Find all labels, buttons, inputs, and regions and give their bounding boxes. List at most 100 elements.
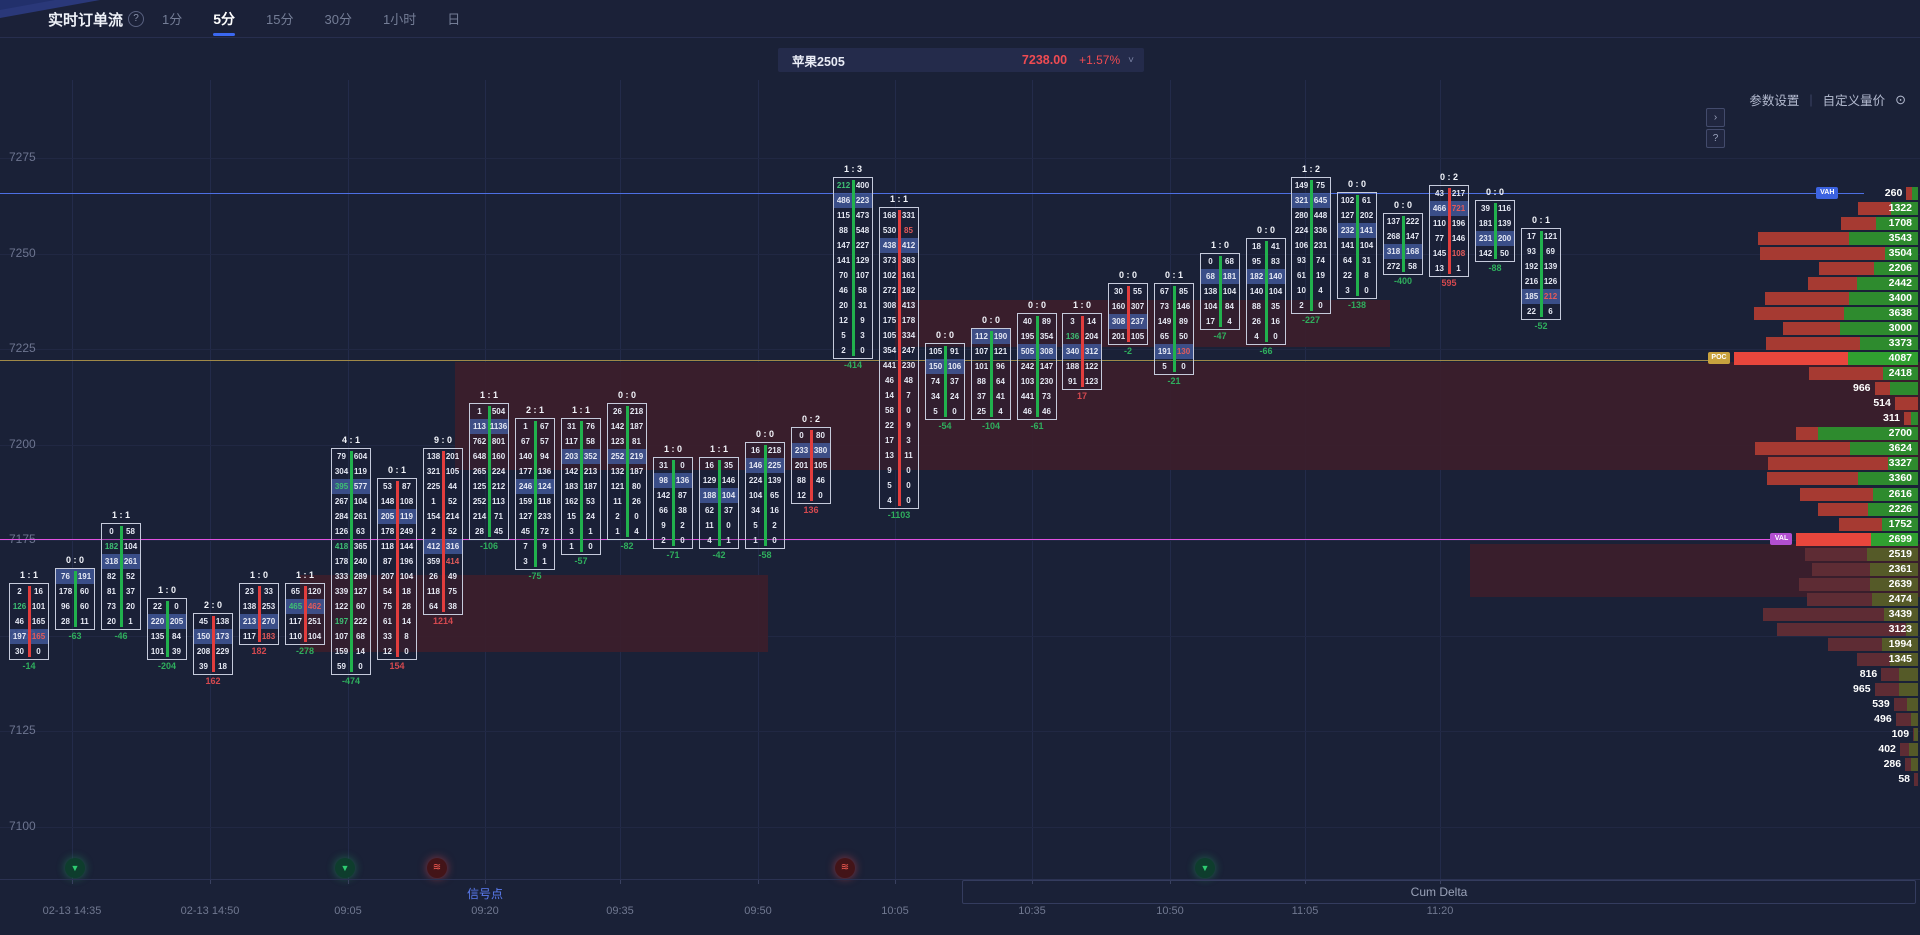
tab-timeframe-3[interactable]: 30分	[324, 12, 352, 27]
time-tick	[1305, 879, 1306, 884]
gridline-horizontal	[0, 826, 1920, 828]
buy-signal-icon[interactable]: ▼	[335, 858, 355, 878]
bid-volume-cell: 141	[1340, 241, 1355, 250]
ask-volume-cell: 74	[1316, 256, 1325, 265]
ask-volume-cell: 31	[1362, 256, 1371, 265]
bid-volume-cell: 46	[15, 617, 24, 626]
ask-volume-cell: 113	[492, 497, 505, 506]
sell-signal-icon[interactable]: ≋	[427, 858, 447, 878]
footprint-candle[interactable]: 2 : 0 45 138 150 173 208 229 39 18 162	[193, 600, 233, 690]
symbol-bar[interactable]: 苹果2505 7238.00 +1.57% ˅	[778, 48, 1144, 72]
ask-volume-cell: 4	[1318, 286, 1323, 295]
footprint-candle[interactable]: 1 : 0 23 33 138 253 213 270 117 183 182	[239, 570, 279, 660]
footprint-candle[interactable]: 1 : 3 212 400 486 223 115 473 88 548 147 227 141 129…	[833, 164, 873, 374]
footprint-row: 40 89	[1018, 314, 1056, 329]
footprint-candle[interactable]: 0 : 0 102 61 127 202 232 141 141 104 64 31 22 8 3 0 -13…	[1337, 179, 1377, 314]
footprint-candle[interactable]: 1 : 1 16 35 129 146 188 104 62 37 11 0 4 1 -42	[699, 444, 739, 564]
footprint-row: 207 104	[378, 569, 416, 584]
settings-button[interactable]: 参数设置	[1749, 94, 1800, 108]
footprint-candle[interactable]: 1 : 1 168 331 530 85 438 412 373 383 102 161 272 182…	[879, 194, 919, 524]
ask-volume-cell: 0	[404, 647, 409, 656]
cum-delta-panel[interactable]: Cum Delta	[962, 880, 1916, 904]
volume-profile-sell-segment	[1899, 743, 1909, 757]
footprint-candle[interactable]: 0 : 0 30 55 160 307 308 237 201 105 -2	[1108, 270, 1148, 360]
footprint-candle[interactable]: 0 : 0 105 91 150 106 74 37 34 24 5 0 -54	[925, 330, 965, 435]
ask-volume-cell: 222	[1405, 217, 1420, 226]
footprint-candle[interactable]: 0 : 0 76 191 178 60 96 60 28 11 -63	[55, 555, 95, 645]
title-help-icon[interactable]: ?	[128, 11, 144, 27]
bid-volume-cell: 58	[885, 406, 894, 415]
volume-profile-buy-segment	[1912, 186, 1918, 200]
buy-signal-icon[interactable]: ▼	[65, 858, 85, 878]
chevron-down-icon[interactable]: ˅	[1128, 54, 1134, 66]
footprint-candle[interactable]: 1 : 0 0 68 68 181 138 104 104 84 17 4 -47	[1200, 240, 1240, 345]
bid-volume-cell: 13	[1435, 264, 1444, 273]
footprint-candle[interactable]: 1 : 1 65 120 465 462 117 251 110 104 -278	[285, 570, 325, 660]
footprint-candle[interactable]: 0 : 1 17 121 93 69 192 139 216 126 185 212 22 6 -52	[1521, 215, 1561, 335]
bid-volume-cell: 67	[521, 437, 530, 446]
footprint-candle[interactable]: 0 : 0 137 222 268 147 318 168 272 58 -400	[1383, 200, 1423, 290]
volume-profile-bar	[1905, 758, 1918, 772]
ask-volume-cell: 19	[1316, 271, 1325, 280]
footprint-candle[interactable]: 0 : 2 0 80 233 380 201 105 88 46 12 0 136	[791, 414, 831, 519]
sell-signal-icon[interactable]: ≋	[835, 858, 855, 878]
ask-volume-cell: 37	[724, 506, 733, 515]
expand-panel-button[interactable]: ›	[1706, 108, 1725, 127]
bid-volume-cell: 354	[882, 346, 897, 355]
ask-volume-cell: 144	[399, 542, 414, 551]
bid-volume-cell: 105	[928, 347, 943, 356]
footprint-candle[interactable]: 0 : 0 40 89 195 354 505 308 242 147 103 230 441 73 46…	[1017, 300, 1057, 435]
footprint-candle[interactable]: 1 : 0 31 0 98 136 142 87 66 38 9 2 2 0 -71	[653, 444, 693, 564]
tab-timeframe-0[interactable]: 1分	[162, 12, 183, 27]
footprint-candle[interactable]: 1 : 1 0 58 182 104 318 261 82 52 81 37 73 20 20 1 -46	[101, 510, 141, 645]
price-axis-label: 7275	[9, 150, 36, 164]
footprint-candle[interactable]: 2 : 1 1 67 67 57 140 94 177 136 246 124 159 118 127 23…	[515, 405, 555, 585]
volume-profile-buy-segment	[1910, 713, 1918, 727]
bid-volume-cell: 267	[334, 497, 349, 506]
footprint-row: 11 0	[700, 518, 738, 533]
footprint-row: 17 3	[880, 433, 918, 448]
footprint-candle[interactable]: 0 : 1 67 85 73 146 149 89 65 50 191 130 5 0 -21	[1154, 270, 1194, 390]
ask-volume-cell: 204	[1084, 332, 1099, 341]
tab-timeframe-2[interactable]: 15分	[266, 12, 294, 27]
bid-volume-cell: 74	[931, 377, 940, 386]
footprint-candle[interactable]: 1 : 2 149 75 321 645 280 448 224 336 106 231 93 74 61…	[1291, 164, 1331, 329]
gear-icon[interactable]: ⊙	[1895, 91, 1906, 107]
bid-volume-cell: 142	[564, 467, 579, 476]
bid-volume-cell: 188	[702, 491, 717, 500]
ask-volume-cell: 58	[858, 286, 867, 295]
bid-volume-cell: 23	[245, 587, 254, 596]
footprint-candle[interactable]: 0 : 1 53 87 148 108 205 119 178 249 118 144 87 196 20…	[377, 465, 417, 675]
footprint-ratio-header: 1 : 1	[479, 390, 498, 400]
footprint-box: 79 604 304 119 395 577 267 104 284 261 126 63 418 365…	[331, 448, 371, 675]
buy-signal-icon[interactable]: ▼	[1195, 858, 1215, 878]
footprint-candle[interactable]: 9 : 0 138 201 321 105 225 44 1 52 154 214 2 52 412 316…	[423, 435, 463, 630]
bid-volume-cell: 212	[836, 181, 851, 190]
footprint-box: 112 190 107 121 101 96 88 64 37 41 25 4	[971, 328, 1011, 420]
footprint-candle[interactable]: 1 : 1 2 16 126 101 46 165 197 165 30 0 -14	[9, 570, 49, 675]
footprint-candle[interactable]: 1 : 1 1 504 113 1136 762 801 648 160 265 224 125 212…	[469, 390, 509, 555]
panel-help-button[interactable]: ?	[1706, 129, 1725, 148]
custom-volume-price-button[interactable]: 自定义量价	[1822, 94, 1886, 108]
footprint-candle[interactable]: 1 : 0 22 0 220 205 135 84 101 39 -204	[147, 585, 187, 675]
volume-profile-value: 3123	[1888, 622, 1912, 635]
footprint-row: 145 108	[1430, 246, 1468, 261]
footprint-candle[interactable]: 4 : 1 79 604 304 119 395 577 267 104 284 261 126 63 4…	[331, 435, 371, 690]
tab-timeframe-1[interactable]: 5分	[211, 0, 237, 38]
footprint-candle[interactable]: 0 : 0 26 218 142 187 123 81 252 219 132 187 121 80 11…	[607, 390, 647, 555]
footprint-candle[interactable]: 1 : 0 3 14 136 204 340 312 188 122 91 123 17	[1062, 300, 1102, 405]
footprint-candle[interactable]: 0 : 0 39 116 181 139 231 200 142 50 -88	[1475, 187, 1515, 277]
footprint-box: 22 0 220 205 135 84 101 39	[147, 598, 187, 660]
footprint-candle[interactable]: 0 : 0 16 218 146 225 224 139 104 65 34 16 5 2 1 0 -58	[745, 429, 785, 564]
footprint-candle[interactable]: 1 : 1 31 76 117 58 203 352 142 213 183 187 162 53 15 2…	[561, 405, 601, 570]
tab-timeframe-4[interactable]: 1小时	[382, 12, 417, 27]
footprint-candle[interactable]: 0 : 2 43 217 466 721 110 196 77 146 145 108 13 1 595	[1429, 172, 1469, 292]
footprint-candle[interactable]: 0 : 0 18 41 95 83 182 140 140 104 88 35 26 16 4 0 -66	[1246, 225, 1286, 360]
tab-timeframe-5[interactable]: 日	[447, 12, 461, 27]
footprint-row: 26 218	[608, 404, 646, 419]
footprint-candle[interactable]: 0 : 0 112 190 107 121 101 96 88 64 37 41 25 4 -104	[971, 315, 1011, 435]
bid-volume-cell: 104	[1203, 302, 1218, 311]
bid-volume-cell: 1	[523, 422, 528, 431]
footprint-row: 77 146	[1430, 231, 1468, 246]
